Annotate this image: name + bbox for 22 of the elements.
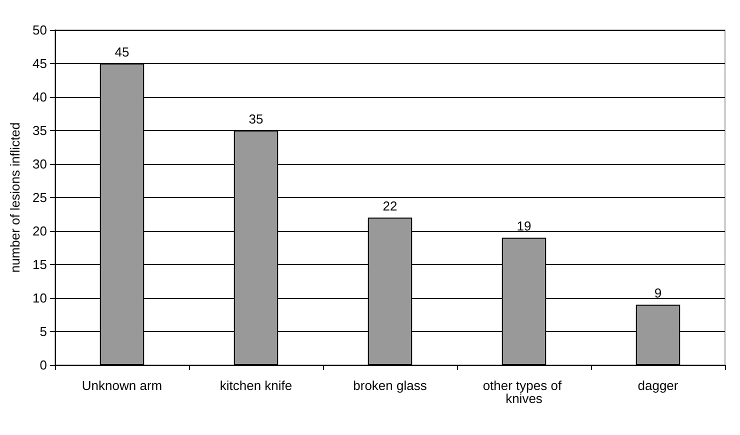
data-label: 35 <box>248 112 264 126</box>
y-tick-label: 10 <box>32 290 47 306</box>
y-tick-label: 0 <box>40 358 47 372</box>
data-label: 9 <box>654 286 662 301</box>
data-label: 22 <box>382 198 398 214</box>
data-label: 45 <box>114 44 130 60</box>
y-tick-label: 40 <box>32 90 47 104</box>
y-tick-label: 5 <box>40 324 47 339</box>
y-tick-label: 45 <box>32 56 47 71</box>
y-tick-label: 20 <box>32 224 47 238</box>
data-label: 19 <box>516 218 532 234</box>
x-tick-label: kitchen knife <box>220 378 292 393</box>
x-tick-label: Unknown arm <box>82 378 162 393</box>
x-tick-label: dagger <box>638 378 679 393</box>
y-tick-label: 50 <box>32 22 47 38</box>
x-tick-label: other types of knives <box>482 378 566 406</box>
y-tick-label: 15 <box>32 257 47 272</box>
y-tick-label: 35 <box>32 123 47 138</box>
y-tick-label: 30 <box>32 156 47 172</box>
y-axis-title: number of lesions inflicted <box>8 122 23 273</box>
y-tick-label: 25 <box>32 190 47 205</box>
x-tick-label: broken glass <box>353 378 428 393</box>
